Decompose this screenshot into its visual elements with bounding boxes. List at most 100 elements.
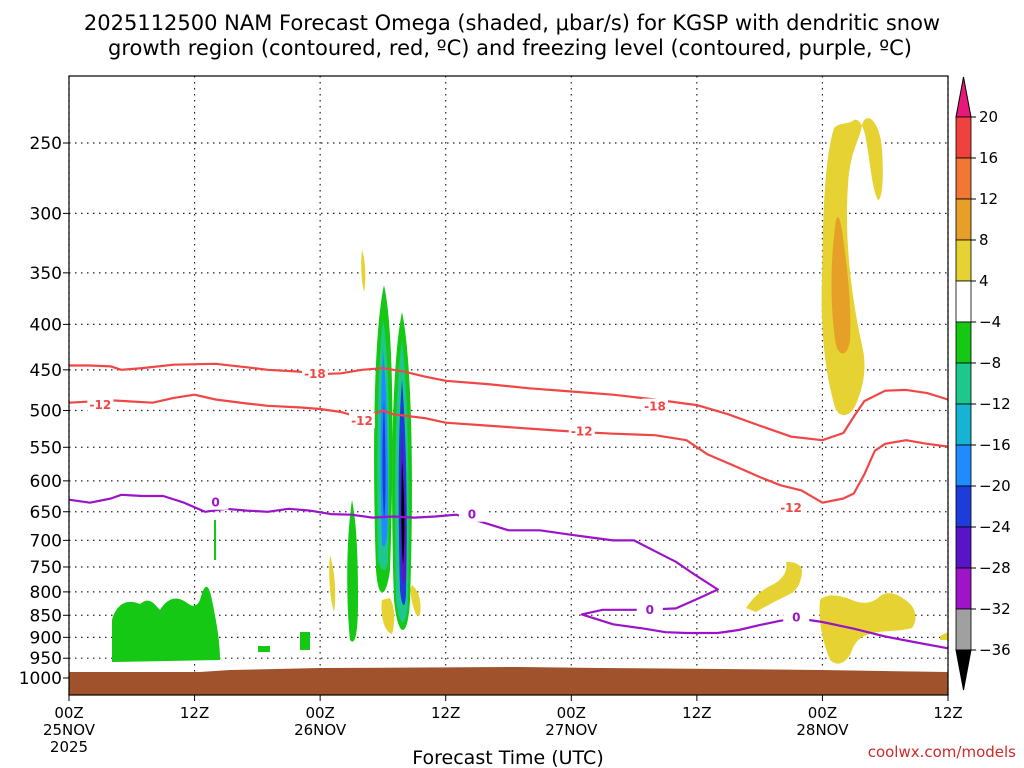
x-tick-label: 00Z <box>54 704 83 722</box>
x-tick-label: 12Z <box>431 704 460 722</box>
contour-label: 0 <box>792 611 800 625</box>
omega-neg-blip-2 <box>258 646 270 652</box>
colorbar-swatch <box>955 403 972 446</box>
colorbar-tick-label: 20 <box>979 108 998 126</box>
x-tick-label: 00Z <box>557 704 586 722</box>
x-tick-label: 25NOV <box>43 721 96 739</box>
omega-shading <box>112 118 948 664</box>
colorbar-swatch <box>955 485 972 528</box>
omega-neg-column-3 <box>347 500 358 642</box>
colorbar-swatch <box>955 608 972 651</box>
contour-dgz-minus-18 <box>69 362 949 442</box>
y-tick-label: 600 <box>30 472 62 492</box>
omega-pos-lower-right <box>819 593 916 664</box>
y-axis-ticks: 2503003504004505005506006507007508008509… <box>19 134 69 689</box>
x-tick-label: 2025 <box>50 738 88 756</box>
y-tick-label: 700 <box>30 531 62 551</box>
contour-label: -12 <box>351 414 373 428</box>
y-tick-label: 450 <box>30 361 62 381</box>
x-tick-label: 12Z <box>682 704 711 722</box>
x-tick-label: 00Z <box>808 704 837 722</box>
y-tick-label: 550 <box>30 438 62 458</box>
contour-label-bg <box>778 500 805 516</box>
colorbar-tick-label: −4 <box>979 313 1001 331</box>
omega-neg-blip-3 <box>300 632 310 650</box>
y-tick-label: 750 <box>30 558 62 578</box>
colorbar-swatch <box>955 362 972 405</box>
omega-pos-lower-edge <box>940 632 948 640</box>
colorbar-tick-label: −24 <box>979 518 1011 536</box>
x-tick-label: 00Z <box>305 704 334 722</box>
y-tick-label: 950 <box>30 649 62 669</box>
colorbar-tick-label: −8 <box>979 354 1001 372</box>
colorbar-tick-label: −16 <box>979 436 1011 454</box>
omega-neg-column-1-core <box>382 400 386 520</box>
omega-neg-blip-1 <box>214 520 216 560</box>
contour-label-bg <box>783 609 810 625</box>
credit-link[interactable]: coolwx.com/models <box>868 743 1016 761</box>
colorbar-swatch <box>955 280 972 323</box>
contour-label: -12 <box>571 425 593 439</box>
colorbar-tick-label: 8 <box>979 231 989 249</box>
terrain <box>69 667 948 695</box>
x-tick-label: 12Z <box>933 704 962 722</box>
contour-dgz-minus-12 <box>68 393 949 504</box>
omega-neg-column-2-max <box>401 460 405 565</box>
chart-title-line1: 2025112500 NAM Forecast Omega (shaded, μ… <box>84 11 940 35</box>
contour-label-bg <box>202 494 229 510</box>
contour-label-bg <box>458 506 485 522</box>
y-tick-label: 300 <box>30 204 62 224</box>
colorbar-swatch <box>955 239 972 282</box>
omega-neg-lowlevel-left <box>112 586 220 662</box>
omega-pos-blip-3 <box>381 598 395 634</box>
contour-label: -18 <box>644 400 666 414</box>
contour-label-bg <box>568 423 595 439</box>
contour-label: -12 <box>90 398 112 412</box>
colorbar-tick-label: 16 <box>979 149 998 167</box>
colorbar-swatch <box>955 157 972 200</box>
colorbar: 20 16 12 8 4 −4 −8 −12 −16 −20 −24 −28 −32 −36 <box>955 76 1011 691</box>
omega-pos-blip-4 <box>410 585 421 616</box>
x-axis-label: Forecast Time (UTC) <box>412 747 603 768</box>
colorbar-swatch <box>955 526 972 569</box>
colorbar-top-triangle <box>955 76 972 118</box>
y-tick-label: 900 <box>30 628 62 648</box>
contour-label-bg <box>349 413 375 429</box>
colorbar-tick-label: −32 <box>979 600 1011 618</box>
colorbar-tick-label: 4 <box>979 272 989 290</box>
omega-pos-blip-1 <box>361 250 366 292</box>
colorbar-swatch <box>955 198 972 241</box>
contour-label: 0 <box>468 508 476 522</box>
colorbar-bottom-triangle <box>955 649 972 691</box>
y-tick-label: 1000 <box>19 669 62 689</box>
omega-pos-lower-mid <box>746 562 802 612</box>
contour-label: 0 <box>646 603 654 617</box>
contour-label: 0 <box>211 496 219 510</box>
y-tick-label: 250 <box>30 134 62 154</box>
x-tick-label: 26NOV <box>294 721 347 739</box>
x-tick-label: 27NOV <box>545 721 598 739</box>
y-tick-label: 800 <box>30 583 62 603</box>
y-tick-label: 350 <box>30 264 62 284</box>
y-tick-label: 650 <box>30 503 62 523</box>
contour-label-bg <box>301 366 328 382</box>
y-tick-label: 500 <box>30 402 62 422</box>
x-tick-label: 28NOV <box>796 721 849 739</box>
contour-label-bg <box>87 397 114 413</box>
colorbar-tick-label: −20 <box>979 477 1011 495</box>
contour-label: -18 <box>304 367 326 381</box>
colorbar-swatch <box>955 444 972 487</box>
contour-freezing-level-0 <box>68 493 949 650</box>
omega-pos-upper-core <box>831 217 851 354</box>
chart-title-line2: growth region (contoured, red, ºC) and f… <box>108 36 912 60</box>
omega-pos-blip-2 <box>329 555 336 612</box>
colorbar-tick-label: −12 <box>979 395 1011 413</box>
contour-label-bg <box>642 398 668 414</box>
contour-label: -12 <box>780 501 802 515</box>
colorbar-tick-label: −36 <box>979 641 1011 659</box>
contour-label-bg <box>636 601 663 617</box>
y-tick-label: 850 <box>30 606 62 626</box>
colorbar-swatch <box>955 116 972 159</box>
